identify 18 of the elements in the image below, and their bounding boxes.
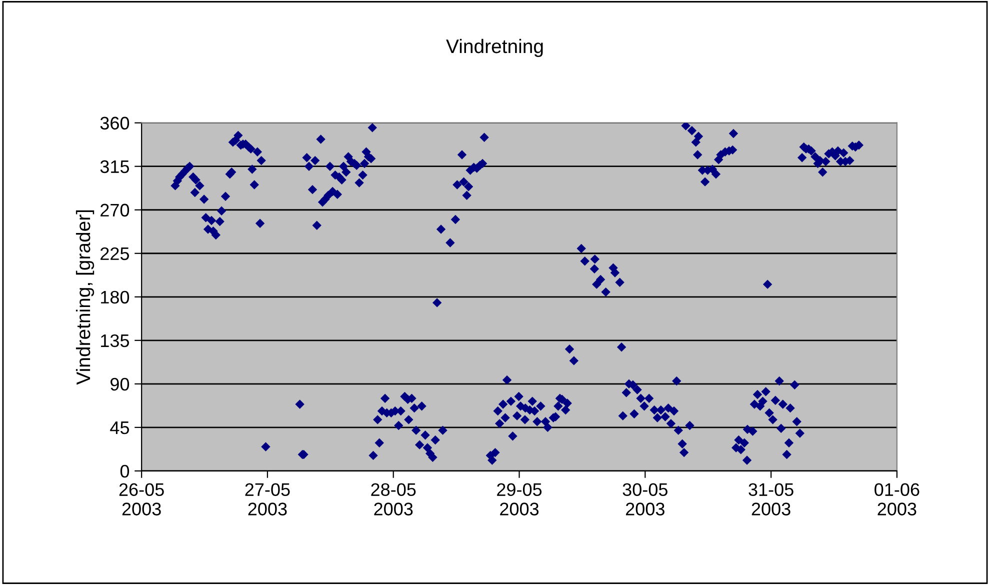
x-tick-label: 30-05 2003: [622, 483, 668, 516]
x-tick-label: 27-05 2003: [245, 483, 290, 516]
y-tick-label: 90: [110, 378, 130, 391]
x-tick-label: 01-06 2003: [874, 483, 920, 516]
y-tick-label: 270: [100, 204, 130, 217]
x-tick-label: 29-05 2003: [497, 483, 542, 516]
chart-title: Vindretning: [446, 38, 543, 58]
y-tick-label: 225: [100, 247, 130, 260]
x-tick-label: 31-05 2003: [748, 483, 794, 516]
y-tick-label: 180: [101, 290, 130, 304]
y-tick-label: 135: [101, 334, 130, 348]
y-axis-title: Vindretning, [grader]: [76, 210, 94, 385]
y-tick-label: 360: [100, 116, 130, 130]
y-tick-label: 0: [120, 464, 130, 478]
x-tick-label: 26-05 2003: [119, 483, 164, 516]
y-tick-label: 45: [110, 422, 130, 434]
x-tick-label: 28-05 2003: [371, 483, 416, 516]
y-tick-label: 315: [100, 160, 130, 174]
